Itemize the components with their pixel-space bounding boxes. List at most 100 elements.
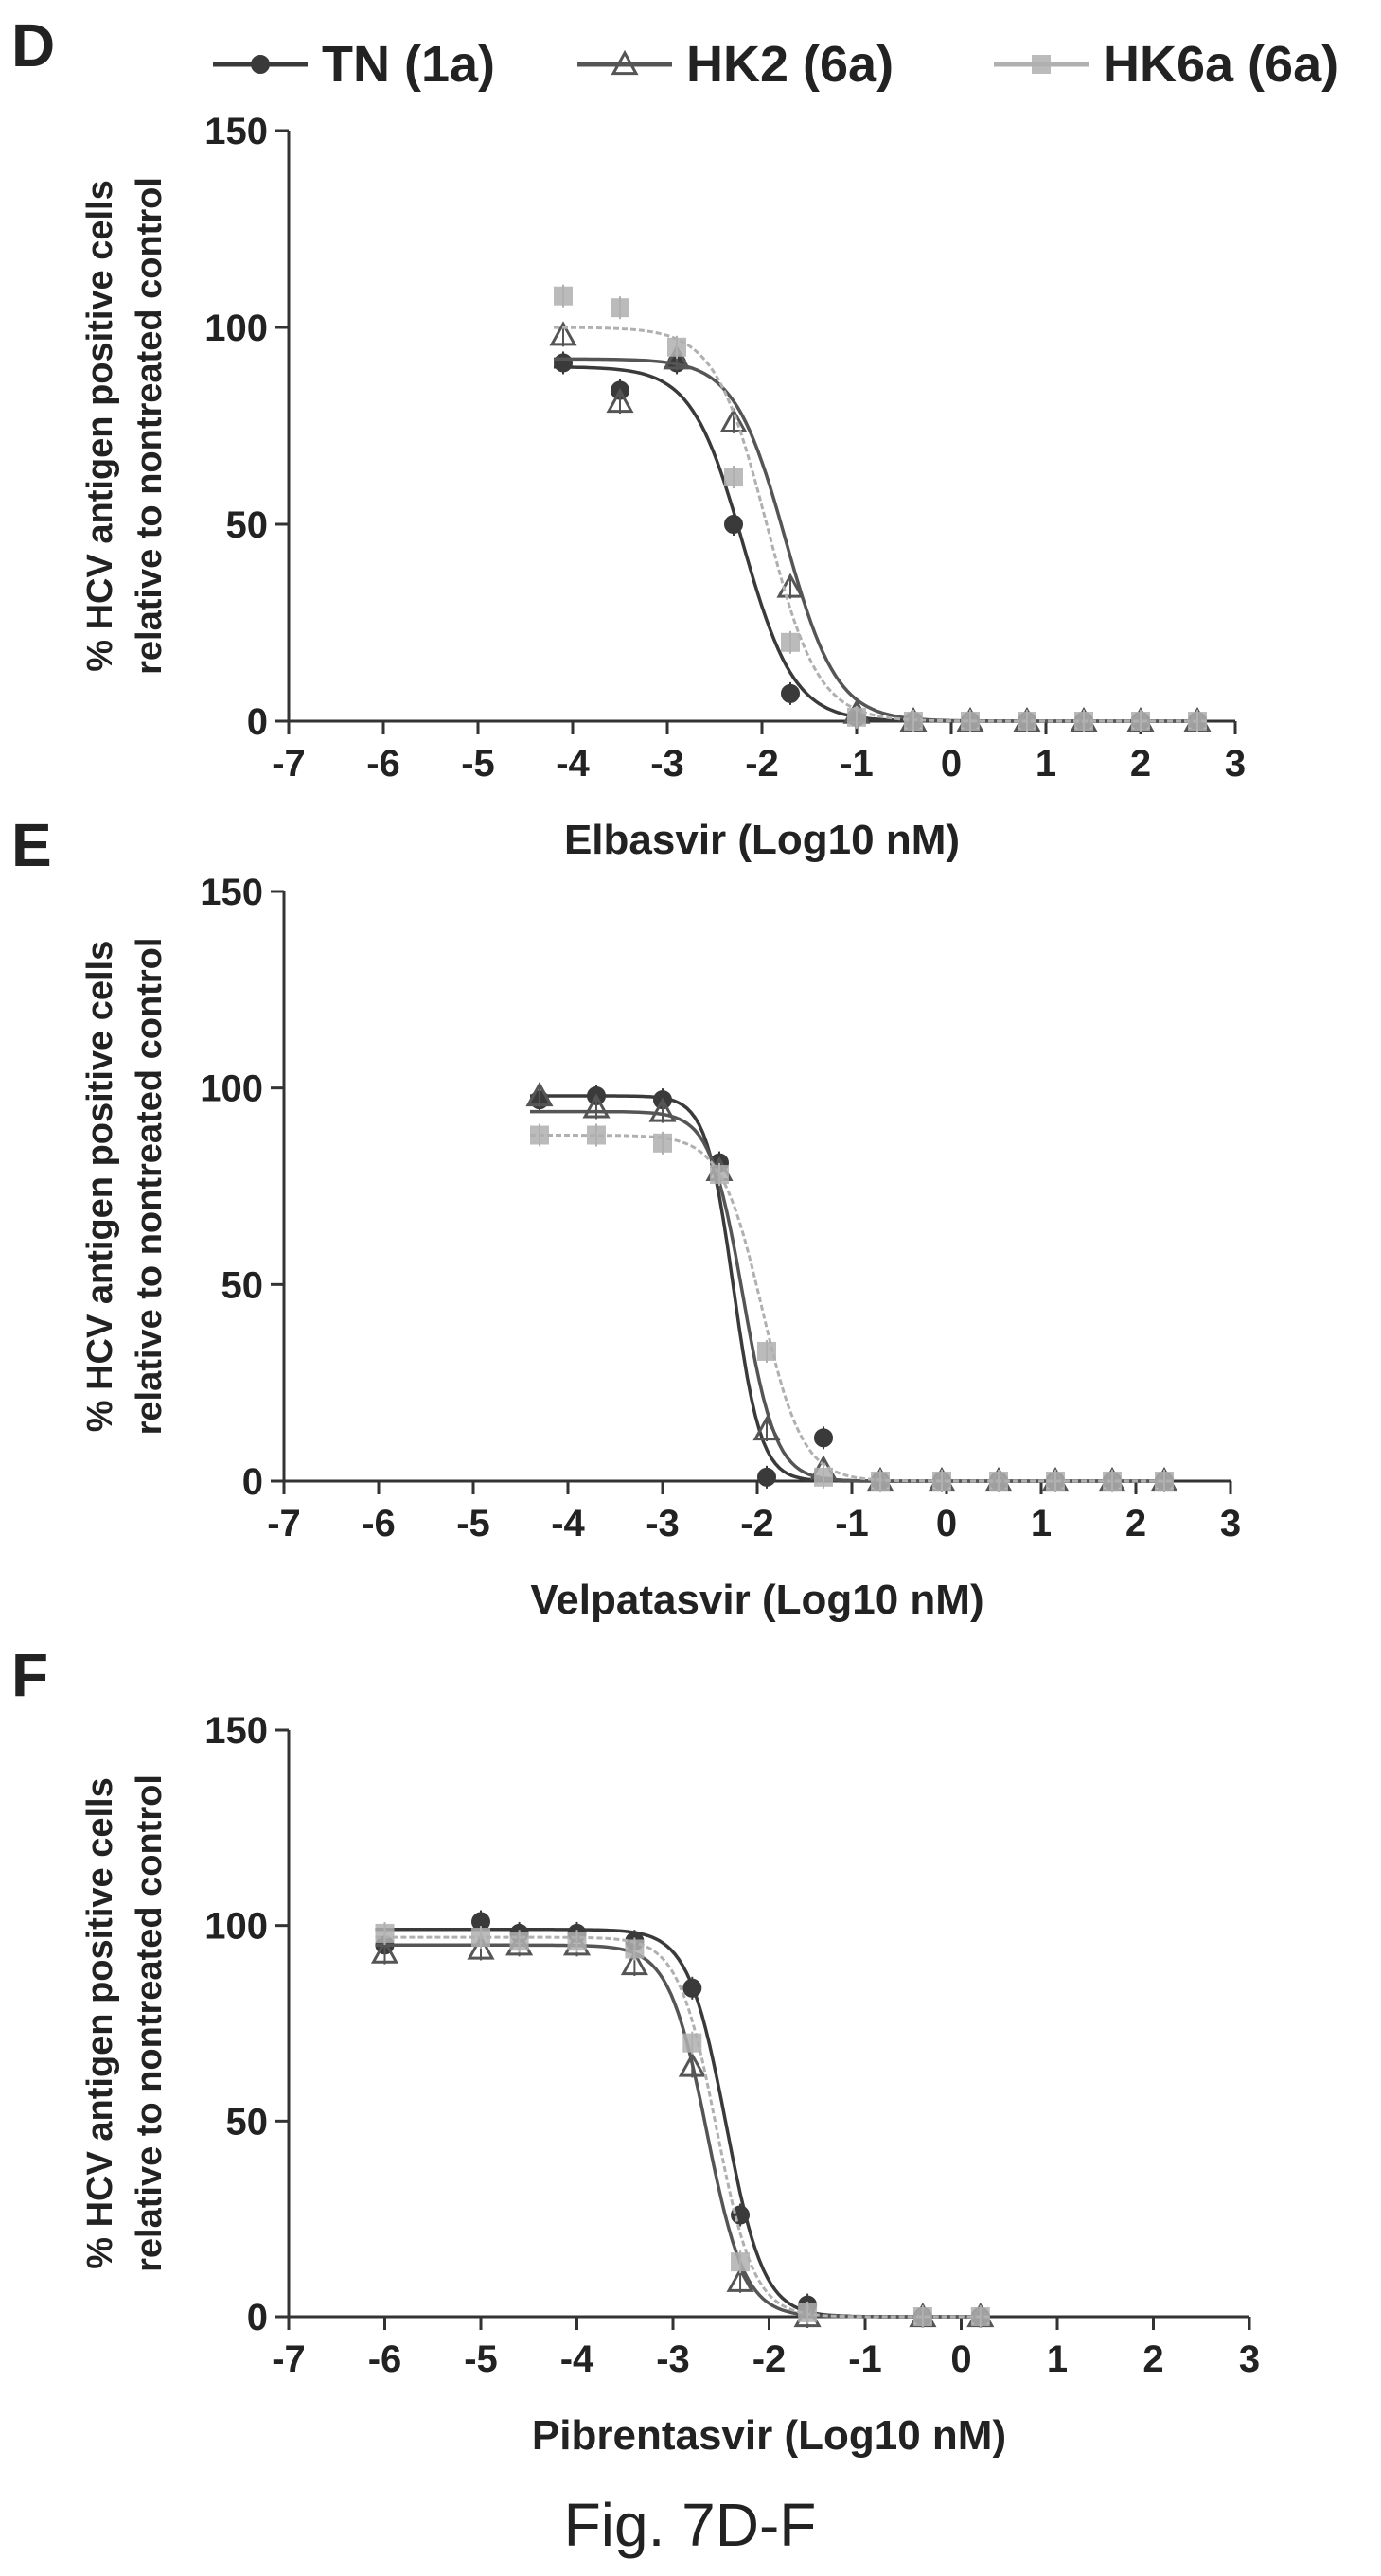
data-point — [932, 1472, 951, 1491]
legend-marker-square — [1032, 55, 1051, 74]
x-tick-label: -4 — [551, 1503, 585, 1544]
y-tick-label: 0 — [242, 1461, 263, 1503]
series-circle — [553, 351, 1207, 732]
fit-curve — [375, 1928, 990, 2319]
y-tick-label: 0 — [247, 2297, 268, 2338]
data-point — [554, 353, 573, 373]
x-tick-label: 3 — [1220, 1503, 1241, 1544]
y-axis-title-line: relative to nontreated control — [130, 1774, 169, 2272]
legend-entry: HK2 (6a) — [577, 36, 894, 93]
x-tick-label: 3 — [1225, 743, 1246, 785]
data-point — [904, 712, 923, 731]
data-point — [620, 1950, 648, 1976]
data-point — [752, 1415, 781, 1441]
y-tick-label: 100 — [204, 308, 268, 349]
y-tick-label: 150 — [200, 872, 263, 913]
x-tick-label: -5 — [456, 1503, 490, 1544]
series-square — [530, 1123, 1174, 1492]
data-point — [961, 712, 980, 731]
series-square — [554, 284, 1207, 732]
data-point — [989, 1472, 1008, 1491]
x-tick-label: 1 — [1036, 743, 1056, 785]
x-tick-label: -3 — [650, 743, 684, 785]
x-tick-label: -1 — [835, 1503, 869, 1544]
data-point — [1131, 712, 1150, 731]
y-tick-label: 100 — [200, 1068, 263, 1110]
y-tick-label: 100 — [204, 1906, 268, 1948]
x-tick-label: -5 — [464, 2338, 498, 2380]
x-tick-label: -1 — [848, 2338, 882, 2380]
y-axis-title-line: % HCV antigen positive cells — [80, 1777, 120, 2268]
x-tick-label: 0 — [950, 2338, 971, 2380]
x-axis-title: Elbasvir (Log10 nM) — [564, 817, 960, 863]
data-point — [724, 515, 743, 534]
x-tick-label: -3 — [656, 2338, 690, 2380]
legend-label: TN (1a) — [322, 36, 495, 93]
data-point — [549, 321, 577, 346]
data-point — [567, 1932, 587, 1951]
data-point — [653, 1133, 672, 1153]
x-tick-label: -4 — [556, 743, 590, 785]
y-tick-label: 150 — [204, 1710, 268, 1752]
panel-letter: E — [11, 811, 52, 879]
data-point — [554, 286, 573, 306]
x-tick-label: 3 — [1239, 2338, 1260, 2380]
x-tick-label: -1 — [840, 743, 874, 785]
data-point — [731, 2252, 751, 2272]
x-tick-label: -2 — [752, 2338, 787, 2380]
data-point — [667, 337, 686, 357]
x-tick-label: -7 — [272, 743, 306, 785]
series-circle — [530, 1084, 1174, 1492]
x-tick-label: 1 — [1047, 2338, 1068, 2380]
data-point — [781, 632, 800, 652]
x-tick-label: 2 — [1142, 2338, 1163, 2380]
chart-panel-D: D 0 50 100 150 -7 -6 -5 -4 -3 -2 -1 0 1 2 3 Elbasvir (Lo… — [11, 11, 1246, 863]
y-tick-label: 150 — [204, 111, 268, 152]
x-tick-label: 2 — [1130, 743, 1151, 785]
x-axis-title: Pibrentasvir (Log10 nM) — [532, 2412, 1006, 2459]
y-axis-title-line: relative to nontreated control — [130, 177, 169, 675]
data-point — [1074, 712, 1093, 731]
data-point — [663, 344, 691, 370]
data-point — [1188, 712, 1207, 731]
data-point — [509, 1932, 529, 1951]
legend-marker-circle — [251, 55, 270, 74]
data-point — [912, 2307, 932, 2326]
data-point — [682, 1978, 702, 1998]
x-tick-label: 2 — [1125, 1503, 1146, 1544]
y-tick-label: 0 — [247, 701, 268, 743]
figure-caption: Fig. 7D-F — [564, 2491, 817, 2559]
data-point — [370, 1938, 399, 1964]
data-point — [587, 1125, 606, 1145]
series-circle — [375, 1910, 990, 2328]
y-tick-label: 50 — [221, 1264, 264, 1306]
data-point — [682, 2033, 702, 2053]
x-tick-label: -7 — [267, 1503, 301, 1544]
data-point — [606, 387, 634, 414]
data-point — [757, 1467, 776, 1487]
data-point — [625, 1939, 645, 1959]
legend: TN (1a) HK2 (6a) HK6a (6a) — [213, 36, 1338, 93]
data-point — [1155, 1472, 1174, 1491]
x-tick-label: 1 — [1031, 1503, 1052, 1544]
y-axis-title-line: relative to nontreated control — [130, 938, 169, 1436]
data-point — [678, 2052, 706, 2077]
fit-curve — [375, 1935, 990, 2319]
x-tick-label: -6 — [366, 743, 400, 785]
legend-label: HK2 (6a) — [686, 36, 894, 93]
data-point — [710, 1165, 729, 1185]
legend-entry: HK6a (6a) — [994, 36, 1338, 93]
data-point — [798, 2303, 818, 2322]
fit-curve — [553, 365, 1207, 723]
data-point — [1103, 1472, 1122, 1491]
fit-curve — [554, 326, 1207, 723]
legend-marker-triangle — [611, 49, 639, 76]
x-tick-label: -7 — [272, 2338, 306, 2380]
x-tick-label: -2 — [745, 743, 779, 785]
x-tick-label: -3 — [646, 1503, 680, 1544]
data-point — [530, 1125, 549, 1145]
fit-curve — [530, 1109, 1174, 1483]
series-triangle — [525, 1081, 1178, 1492]
data-point — [611, 298, 629, 318]
data-point — [781, 683, 800, 703]
